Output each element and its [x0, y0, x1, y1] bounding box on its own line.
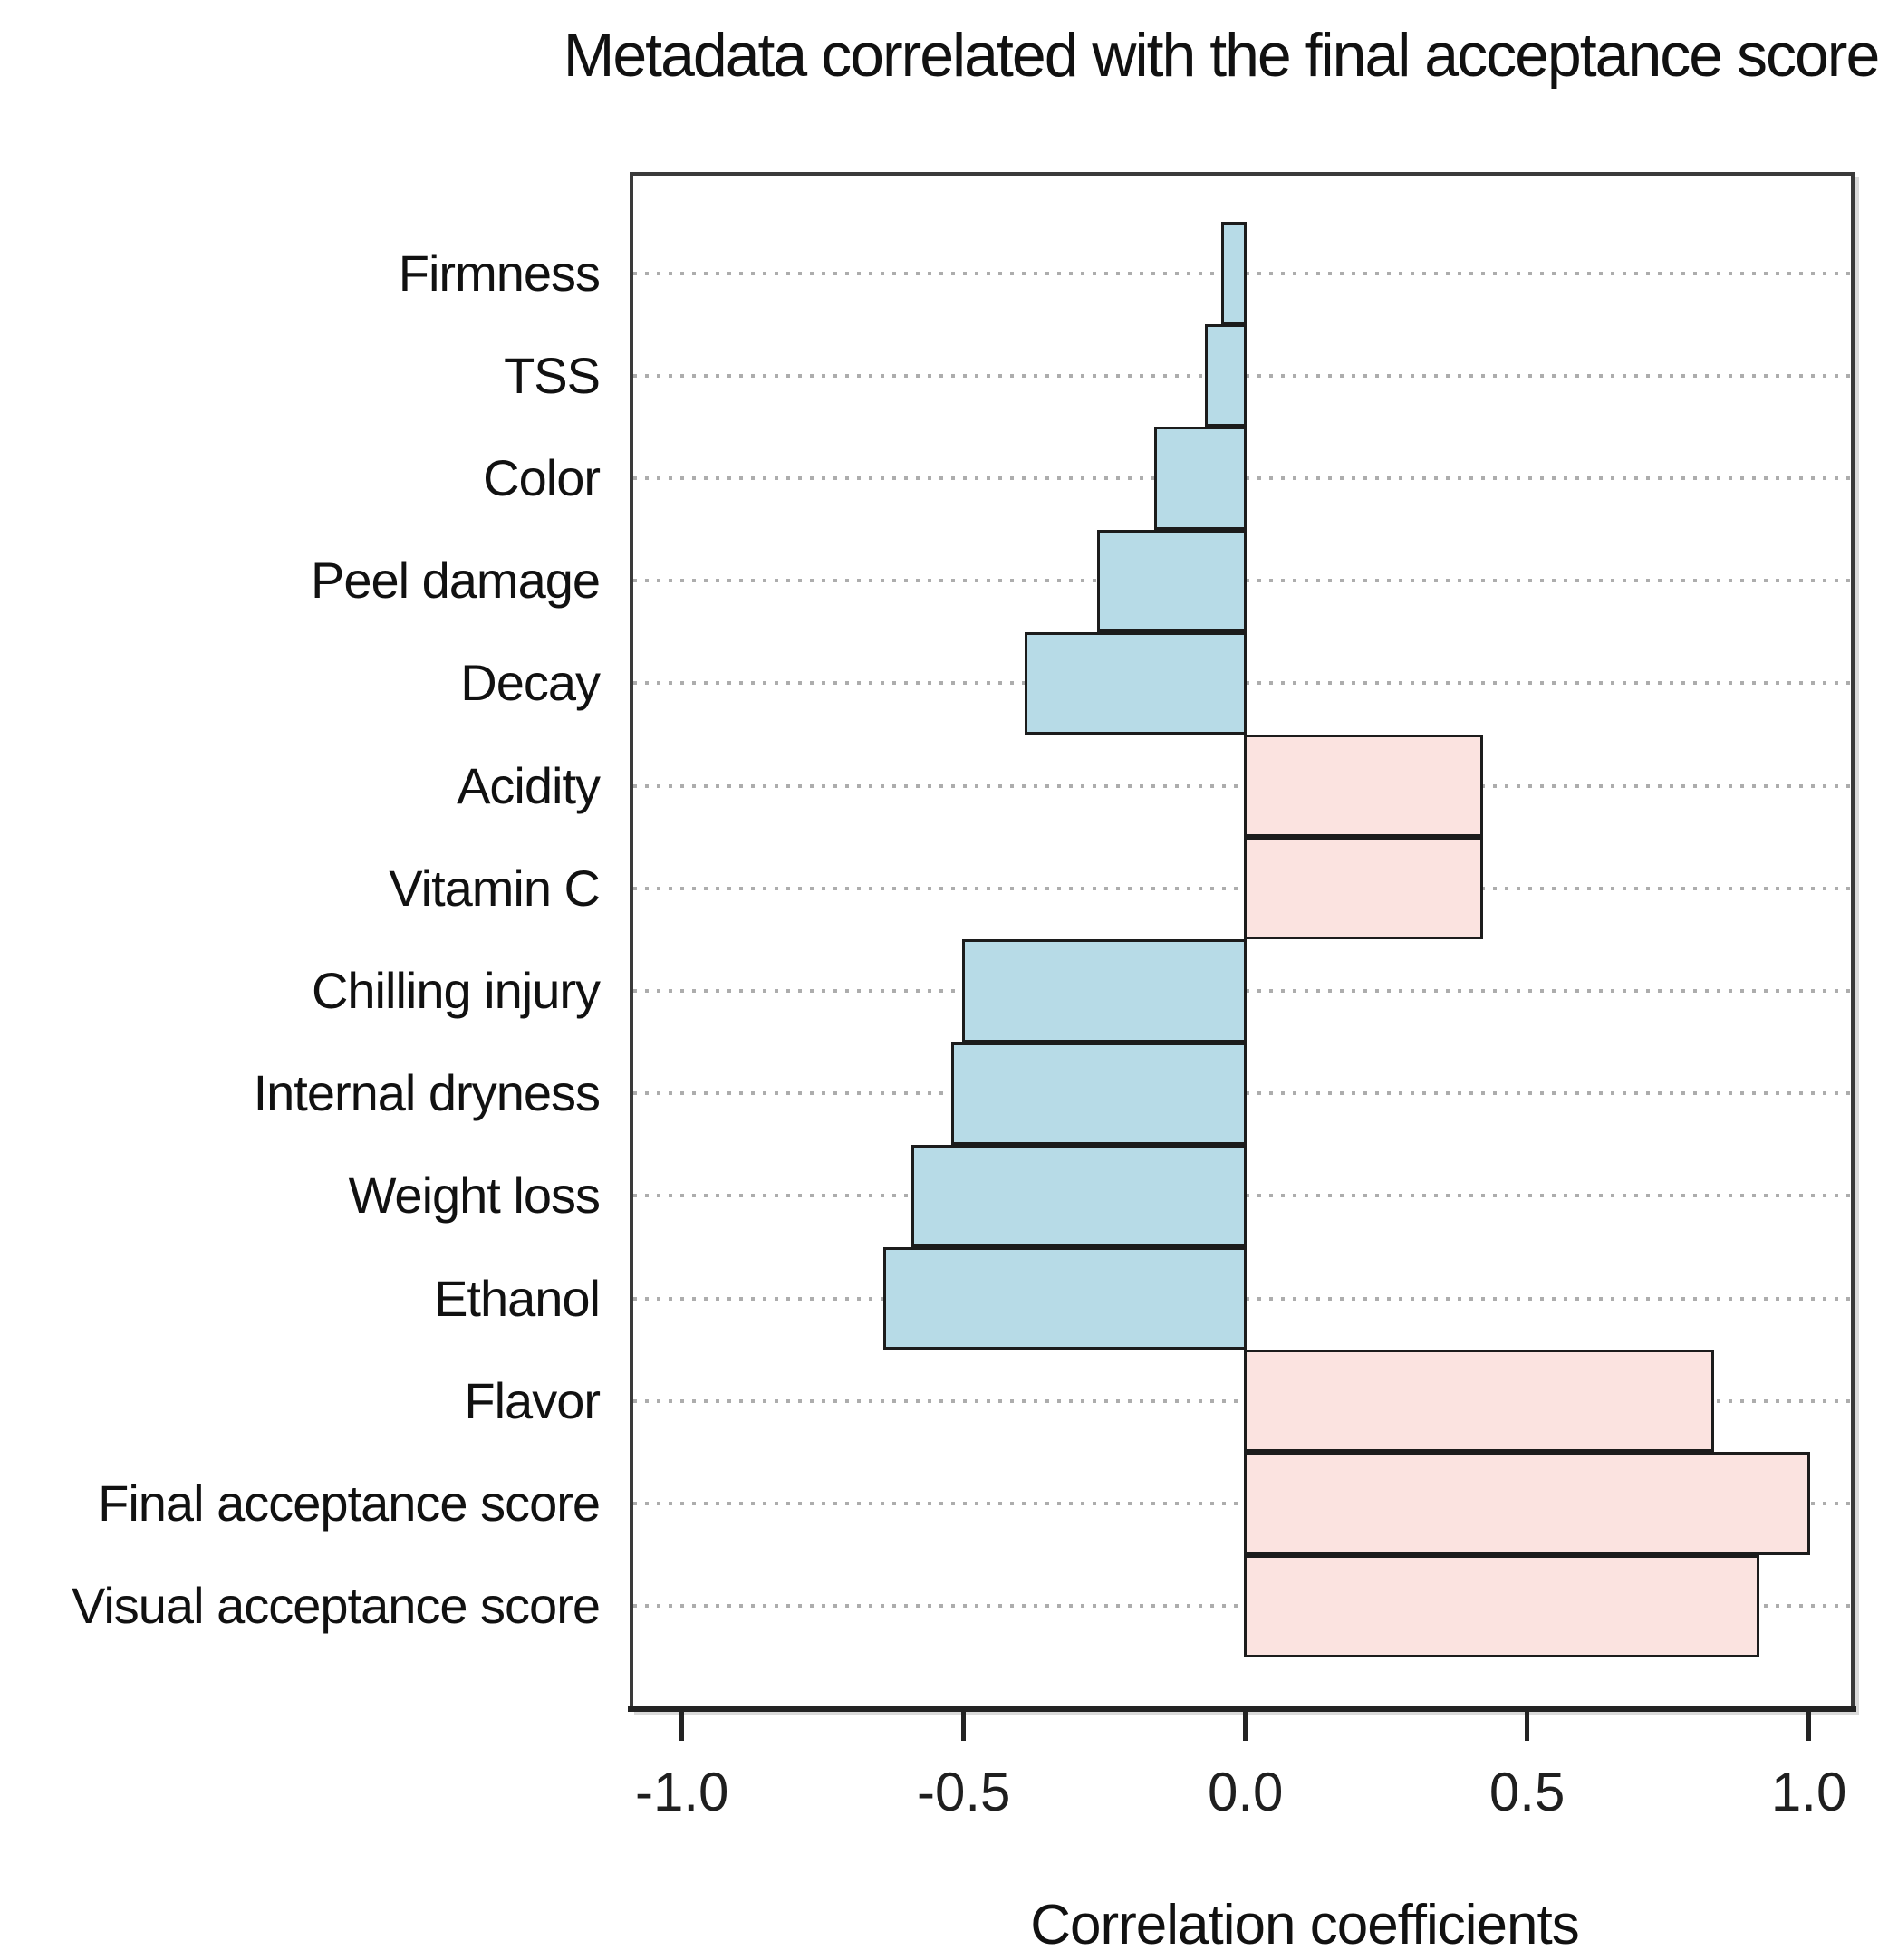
bar-final-acceptance-score — [1244, 1452, 1811, 1555]
x-tick-label: -1.0 — [635, 1762, 729, 1822]
bar-chilling-injury — [962, 939, 1248, 1042]
y-gridline — [633, 783, 1851, 788]
x-tick-label: -0.5 — [917, 1762, 1011, 1822]
y-axis-label: Firmness — [398, 244, 601, 302]
y-axis-label: Internal dryness — [253, 1064, 601, 1122]
y-axis-label: Vitamin C — [389, 859, 601, 917]
x-tick — [961, 1710, 967, 1741]
bar-flavor — [1244, 1350, 1715, 1453]
y-axis-label: Ethanol — [434, 1269, 601, 1327]
bar-decay — [1024, 631, 1248, 735]
y-axis-label: Chilling injury — [311, 962, 601, 1019]
bar-tss — [1204, 324, 1248, 428]
y-gridline — [633, 1502, 1851, 1505]
bar-visual-acceptance-score — [1244, 1554, 1760, 1657]
y-axis-label: Flavor — [464, 1371, 601, 1429]
bar-weight-loss — [911, 1144, 1248, 1247]
y-axis-label: Decay — [460, 654, 601, 712]
y-axis-label: Acidity — [457, 756, 601, 814]
x-tick-label: 0.0 — [1207, 1762, 1284, 1822]
y-axis-label: TSS — [504, 346, 601, 404]
bar-color — [1153, 427, 1248, 530]
chart-title: Metadata correlated with the final accep… — [563, 21, 1881, 90]
x-tick-label: 0.5 — [1489, 1762, 1566, 1822]
bar-acidity — [1244, 735, 1484, 838]
bar-internal-dryness — [950, 1042, 1248, 1145]
bar-ethanol — [883, 1247, 1248, 1350]
y-gridline — [633, 1398, 1851, 1403]
y-gridline — [633, 1604, 1851, 1609]
y-axis-label: Color — [483, 449, 601, 506]
y-gridline — [633, 886, 1851, 890]
y-axis-label: Visual acceptance score — [72, 1577, 601, 1635]
y-axis-label: Peel damage — [310, 552, 601, 610]
x-axis-title: Correlation coefficients — [1030, 1894, 1580, 1956]
bar-peel-damage — [1097, 529, 1248, 632]
x-tick — [679, 1710, 685, 1741]
bar-firmness — [1221, 222, 1248, 325]
x-tick — [1806, 1710, 1812, 1741]
x-axis-line — [628, 1706, 1856, 1712]
x-tick-label: 1.0 — [1770, 1762, 1847, 1822]
y-axis-label: Weight loss — [348, 1167, 601, 1225]
x-tick — [1525, 1710, 1530, 1741]
y-axis-label: Final acceptance score — [98, 1475, 601, 1532]
x-tick — [1243, 1710, 1248, 1741]
bar-vitamin-c — [1244, 837, 1484, 940]
plot-area — [633, 176, 1851, 1706]
